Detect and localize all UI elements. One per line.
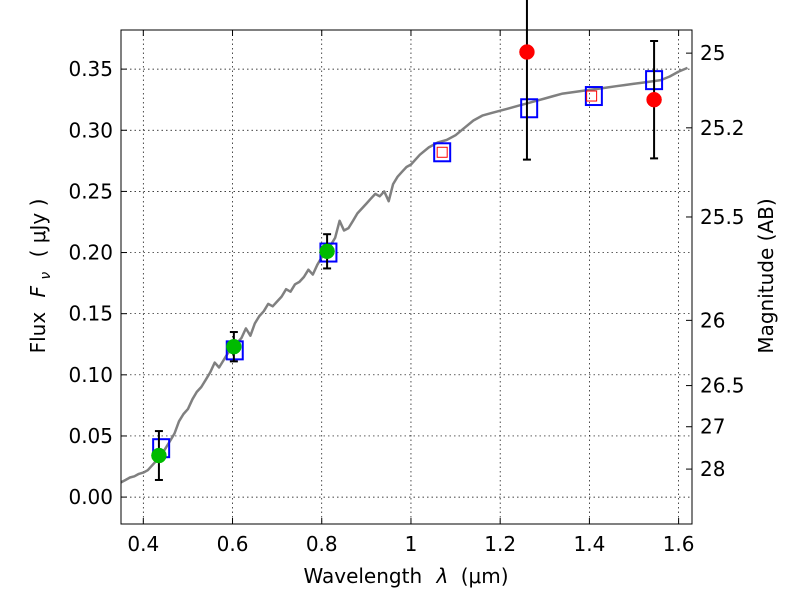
y-tick-label-7: 0.35 — [68, 57, 113, 81]
model-spectrum-layer — [120, 66, 688, 484]
y2-tick-label-5: 27 — [700, 415, 725, 439]
x-tick-label-4: 1.2 — [484, 532, 516, 556]
limit-square-0 — [436, 146, 448, 158]
x-tick-label-1: 0.6 — [217, 532, 249, 556]
point-2-1 — [646, 91, 662, 108]
x-tick-label-3: 1 — [405, 532, 418, 556]
plot-frame — [120, 29, 693, 525]
y2-tick-label-1: 25.2 — [700, 116, 745, 140]
model-square-3 — [433, 142, 452, 163]
y-tick-label-4: 0.20 — [68, 241, 113, 265]
model-square-4 — [520, 98, 539, 119]
x-axis-title-symbol: λ — [436, 564, 449, 588]
y-axis-title-symbol: F — [26, 285, 50, 297]
model-square-5 — [584, 86, 603, 107]
y-axis-title: Flux F ν ( μJy ) — [26, 199, 55, 354]
y2-tick-label-0: 25 — [700, 41, 725, 65]
x-tick-label-5: 1.4 — [573, 532, 605, 556]
point-1-2 — [319, 243, 335, 260]
y-axis-title-subscript: ν — [38, 272, 54, 280]
x-axis-title-unit: (μm) — [461, 564, 509, 588]
x-tick-label-0: 0.4 — [127, 532, 159, 556]
x-axis-title: Wavelength λ (μm) — [303, 564, 508, 588]
point-1-0 — [151, 447, 167, 464]
point-1-1 — [226, 338, 242, 355]
y2-tick-label-3: 26 — [700, 308, 725, 332]
y-axis-title-unit: ( μJy ) — [26, 199, 50, 258]
y-tick-label-3: 0.15 — [68, 302, 113, 326]
y-tick-label-6: 0.30 — [68, 118, 113, 142]
y-tick-label-1: 0.05 — [68, 424, 113, 448]
y2-tick-label-4: 26.5 — [700, 374, 745, 398]
axis-ticks: 0.4 0.6 0.8 1 1.2 1.4 1.6 0.00 0.05 0.10 0.15 0.20 0… — [68, 30, 745, 556]
y-axis-title-prefix: Flux — [26, 312, 50, 354]
model-spectrum-line — [120, 66, 688, 484]
x-tick-label-2: 0.8 — [306, 532, 338, 556]
y2-axis-title: Magnitude (AB) — [754, 198, 778, 353]
data-points-layer — [151, 0, 664, 481]
y-tick-label-0: 0.00 — [68, 485, 113, 509]
limit-square-1 — [586, 90, 598, 102]
x-axis-title-prefix: Wavelength — [303, 564, 422, 588]
y-tick-label-2: 0.10 — [68, 363, 113, 387]
x-tick-label-6: 1.6 — [663, 532, 695, 556]
point-2-0 — [519, 44, 535, 60]
y-tick-label-5: 0.25 — [68, 179, 113, 203]
grid-lines — [121, 30, 692, 524]
y2-tick-label-2: 25.5 — [700, 205, 745, 229]
y2-tick-label-6: 28 — [700, 457, 725, 481]
